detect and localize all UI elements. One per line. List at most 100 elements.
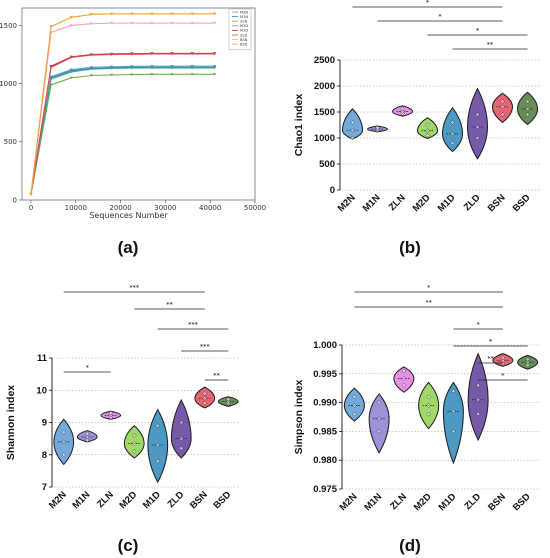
- data-point: [150, 66, 154, 70]
- data-point: [150, 73, 154, 76]
- data-point: [110, 12, 114, 16]
- y-tick-label: 9: [42, 418, 47, 429]
- legend-label: M2D: [240, 24, 248, 28]
- legend-label: BSN: [240, 38, 248, 42]
- violin-m1d: [441, 107, 464, 153]
- y-tick-label: 1500: [0, 22, 17, 30]
- panel-a-rarefaction: 0 500 1000 1500 0 10000 20000 30000 40000 50000 Se…: [0, 7, 266, 220]
- data-point: [525, 106, 530, 112]
- y-tick-label: 2500: [314, 55, 335, 66]
- data-point: [450, 120, 455, 125]
- data-point: [170, 12, 174, 16]
- y-tick-label: 1500: [314, 107, 335, 118]
- x-tick-label: 0: [29, 204, 33, 212]
- data-point: [376, 429, 382, 434]
- y-axis-title: Shannon index: [5, 385, 17, 460]
- series-line: [30, 73, 215, 195]
- data-point: [500, 104, 505, 110]
- x-axis-title: Sequences Number: [89, 211, 168, 220]
- y-tick-label: 0.980: [313, 455, 337, 466]
- data-point: [131, 433, 137, 438]
- x-tick-label: 20000: [109, 204, 131, 212]
- data-point: [49, 25, 53, 29]
- legend-label: M1N: [240, 15, 248, 19]
- data-point: [500, 358, 506, 363]
- data-point: [89, 74, 94, 77]
- data-point: [213, 12, 217, 16]
- series-line: [30, 13, 215, 195]
- data-point: [500, 99, 505, 104]
- series-line: [30, 67, 215, 195]
- violin-m2d: [416, 117, 439, 140]
- data-point: [525, 359, 530, 365]
- data-point: [401, 383, 407, 388]
- data-point: [84, 431, 90, 437]
- data-point: [213, 21, 217, 25]
- significance-stars: **: [425, 299, 432, 307]
- violin-zld: [170, 398, 192, 459]
- data-point: [89, 53, 94, 57]
- significance-stars: *: [489, 338, 493, 346]
- data-point: [202, 391, 208, 396]
- data-point: [110, 73, 114, 77]
- data-point: [178, 446, 184, 451]
- significance-stars: *: [477, 321, 481, 329]
- data-point: [69, 76, 73, 80]
- significance-stars: *: [438, 13, 442, 21]
- y-tick-label: 0.985: [313, 426, 337, 437]
- y-tick-label: 11: [37, 353, 48, 364]
- data-point: [350, 135, 355, 141]
- data-point: [150, 52, 154, 56]
- data-point: [451, 429, 456, 434]
- legend-label: ZLD: [240, 33, 247, 37]
- significance-stars: ***: [188, 321, 199, 329]
- data-point: [49, 66, 53, 69]
- data-point: [350, 127, 355, 133]
- data-point: [451, 388, 456, 394]
- data-point: [525, 99, 530, 104]
- violin-zld: [466, 87, 489, 160]
- significance-stars: **: [487, 355, 494, 363]
- data-point: [375, 125, 380, 130]
- legend-label: ZLN: [240, 20, 247, 24]
- data-point: [61, 439, 67, 445]
- data-point: [170, 73, 174, 76]
- data-point: [190, 21, 194, 25]
- data-point: [450, 140, 455, 146]
- data-point: [110, 53, 114, 56]
- y-tick-label: 0.975: [313, 484, 337, 495]
- y-tick-label: 0.995: [313, 369, 337, 380]
- data-point: [425, 128, 430, 134]
- significance-stars: **: [166, 301, 173, 309]
- data-point: [475, 397, 481, 403]
- data-point: [84, 437, 90, 443]
- data-point: [155, 458, 161, 464]
- violin-m1n: [368, 393, 390, 454]
- data-point: [500, 355, 506, 360]
- panel-label-a: (a): [118, 238, 139, 257]
- data-point: [150, 12, 154, 16]
- data-point: [225, 396, 231, 402]
- data-point: [131, 449, 137, 454]
- data-point: [426, 411, 431, 417]
- data-point: [352, 394, 357, 400]
- x-tick-label: 10000: [65, 204, 87, 212]
- panel-label-d: (d): [399, 536, 421, 555]
- data-point: [170, 52, 174, 56]
- data-point: [475, 112, 480, 117]
- significance-stars: *: [501, 372, 505, 380]
- significance-stars: ***: [129, 284, 140, 292]
- data-point: [130, 73, 134, 76]
- data-point: [425, 122, 430, 128]
- data-point: [150, 21, 154, 25]
- legend-label: BSD: [240, 43, 248, 47]
- y-tick-label: 7: [42, 482, 47, 493]
- series-line: [30, 66, 215, 195]
- y-tick-label: 2000: [314, 81, 335, 92]
- data-point: [190, 73, 194, 76]
- data-point: [475, 383, 481, 388]
- y-axis-title: Simpson index: [293, 380, 305, 455]
- y-tick-label: 500: [4, 138, 17, 146]
- data-point: [190, 52, 194, 56]
